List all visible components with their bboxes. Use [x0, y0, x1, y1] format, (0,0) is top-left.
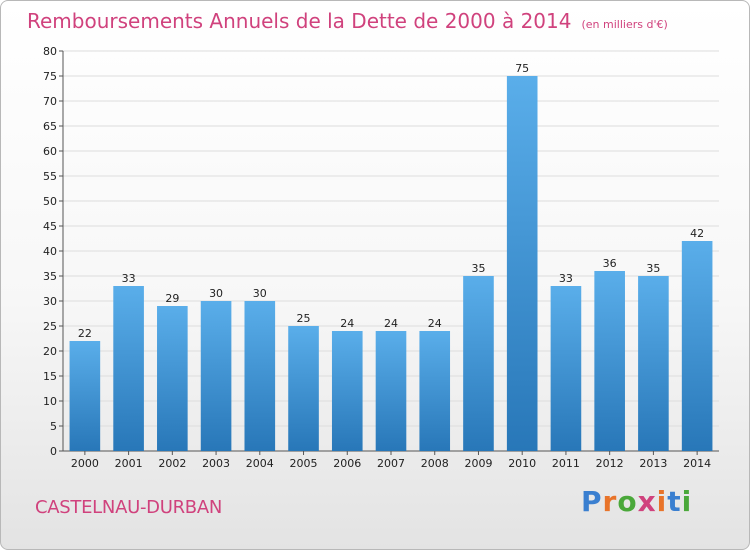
- bar-2012: [594, 271, 625, 451]
- bar-2008: [419, 331, 451, 451]
- bar-2014: [681, 241, 713, 451]
- data-label-2012: 36: [603, 257, 617, 270]
- y-tick-label: 65: [43, 120, 57, 133]
- y-tick-label: 60: [43, 145, 57, 158]
- logo-letter: o: [617, 485, 638, 518]
- x-tick-label-2008: 2008: [421, 457, 449, 470]
- bars: [69, 76, 713, 451]
- y-tick-label: 0: [50, 445, 57, 458]
- y-tick-label: 25: [43, 320, 57, 333]
- bar-2007: [375, 331, 407, 451]
- bar-2000: [69, 341, 101, 451]
- bar-2006: [331, 331, 363, 451]
- bar-2003: [200, 301, 232, 451]
- chart-unit: (en milliers d'€): [581, 18, 668, 31]
- data-label-2004: 30: [253, 287, 267, 300]
- y-tick-label: 75: [43, 70, 57, 83]
- data-label-2003: 30: [209, 287, 223, 300]
- data-label-2010: 75: [515, 62, 529, 75]
- bar-2010: [506, 76, 538, 451]
- data-label-2006: 24: [340, 317, 354, 330]
- x-tick-label-2014: 2014: [683, 457, 711, 470]
- bar-2002: [157, 306, 188, 451]
- bar-2005: [288, 326, 319, 451]
- data-label-2011: 33: [559, 272, 573, 285]
- logo-letter: x: [637, 485, 657, 518]
- y-tick-label: 20: [43, 345, 57, 358]
- y-tick-label: 50: [43, 195, 57, 208]
- x-tick-label-2002: 2002: [158, 457, 186, 470]
- x-tick-label-2005: 2005: [290, 457, 318, 470]
- logo-letter: r: [602, 485, 618, 518]
- bar-2011: [550, 286, 582, 451]
- y-tick-label: 45: [43, 220, 57, 233]
- x-tick-label-2003: 2003: [202, 457, 230, 470]
- data-label-2000: 22: [78, 327, 92, 340]
- bar-2009: [463, 276, 494, 451]
- data-label-2014: 42: [690, 227, 704, 240]
- x-tick-label-2013: 2013: [639, 457, 667, 470]
- x-tick-label-2007: 2007: [377, 457, 405, 470]
- data-label-2005: 25: [297, 312, 311, 325]
- proxiti-logo[interactable]: Proxiti: [581, 485, 692, 518]
- x-tick-label-2000: 2000: [71, 457, 99, 470]
- bar-2013: [638, 276, 669, 451]
- x-tick-label-2009: 2009: [464, 457, 492, 470]
- logo-letter: P: [581, 485, 603, 518]
- labels: 0 5 10 15 20 25 30 35 40 45 50 55 60 65 70 75 80 22 2000 33…: [43, 45, 711, 470]
- bar-2004: [244, 301, 276, 451]
- x-tick-label-2001: 2001: [115, 457, 143, 470]
- data-label-2008: 24: [428, 317, 442, 330]
- y-tick-label: 10: [43, 395, 57, 408]
- data-label-2007: 24: [384, 317, 398, 330]
- city-name: CASTELNAU-DURBAN: [35, 497, 223, 518]
- x-tick-label-2004: 2004: [246, 457, 274, 470]
- y-tick-label: 15: [43, 370, 57, 383]
- bar-2001: [113, 286, 144, 451]
- data-label-2009: 35: [471, 262, 485, 275]
- x-tick-label-2010: 2010: [508, 457, 536, 470]
- x-tick-label-2011: 2011: [552, 457, 580, 470]
- x-tick-label-2012: 2012: [596, 457, 624, 470]
- y-tick-label: 80: [43, 45, 57, 58]
- y-tick-label: 5: [50, 420, 57, 433]
- data-label-2001: 33: [122, 272, 136, 285]
- chart-title: Remboursements Annuels de la Dette de 20…: [27, 9, 668, 33]
- y-tick-label: 70: [43, 95, 57, 108]
- x-tick-label-2006: 2006: [333, 457, 361, 470]
- y-tick-label: 40: [43, 245, 57, 258]
- logo-letter: i: [681, 485, 693, 518]
- y-tick-label: 55: [43, 170, 57, 183]
- data-label-2013: 35: [646, 262, 660, 275]
- data-label-2002: 29: [165, 292, 179, 305]
- logo-letter: t: [667, 485, 682, 518]
- logo-letter: i: [656, 485, 668, 518]
- y-tick-label: 30: [43, 295, 57, 308]
- y-tick-label: 35: [43, 270, 57, 283]
- chart-title-text: Remboursements Annuels de la Dette de 20…: [27, 9, 572, 33]
